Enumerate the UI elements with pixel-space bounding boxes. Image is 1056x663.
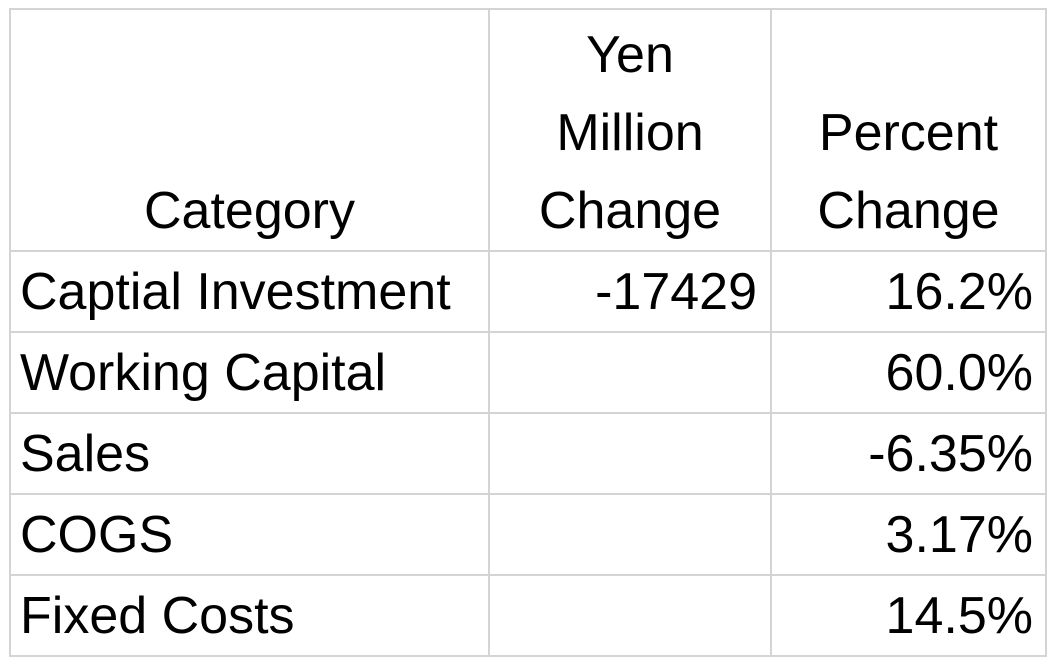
cell-percent-change[interactable]: 3.17%: [770, 493, 1047, 576]
table-row: Sales -6.35%: [9, 412, 1047, 495]
cell-percent-change[interactable]: 14.5%: [770, 574, 1047, 657]
category-text: Working Capital: [20, 344, 387, 402]
header-category-line: Category: [144, 182, 355, 240]
cell-category[interactable]: Sales: [9, 412, 490, 495]
header-cell-category[interactable]: Category: [9, 8, 490, 252]
category-text: Sales: [20, 425, 151, 483]
header-cell-percent-change[interactable]: Percent Change: [770, 8, 1047, 252]
header-cell-yen-million-change[interactable]: Yen Million Change: [488, 8, 772, 252]
table-row: Fixed Costs 14.5%: [9, 574, 1047, 657]
cell-percent-change[interactable]: -6.35%: [770, 412, 1047, 495]
cell-category[interactable]: COGS: [9, 493, 490, 576]
category-text: Captial Investment: [20, 263, 451, 321]
header-yen-line-3: Change: [538, 182, 722, 240]
category-text: Fixed Costs: [20, 587, 295, 645]
cell-category[interactable]: Captial Investment: [9, 250, 490, 333]
cell-percent-change[interactable]: 60.0%: [770, 331, 1047, 414]
cell-yen-million-change[interactable]: [488, 412, 772, 495]
header-percent-line-1: Percent: [818, 104, 999, 162]
cell-yen-million-change[interactable]: [488, 574, 772, 657]
header-row: Category Yen Million Change Percent Chan…: [9, 8, 1047, 252]
cell-yen-million-change[interactable]: [488, 493, 772, 576]
header-percent-line-2: Change: [817, 182, 1000, 240]
header-yen-line-1: Yen: [586, 26, 674, 84]
cell-yen-million-change[interactable]: [488, 331, 772, 414]
table-row: Captial Investment -17429 16.2%: [9, 250, 1047, 333]
header-yen-line-2: Million: [556, 104, 704, 162]
cell-category[interactable]: Working Capital: [9, 331, 490, 414]
table-row: Working Capital 60.0%: [9, 331, 1047, 414]
data-table: Category Yen Million Change Percent Chan…: [9, 8, 1047, 657]
cell-percent-change[interactable]: 16.2%: [770, 250, 1047, 333]
cell-category[interactable]: Fixed Costs: [9, 574, 490, 657]
table-row: COGS 3.17%: [9, 493, 1047, 576]
category-text: COGS: [20, 506, 174, 564]
cell-yen-million-change[interactable]: -17429: [488, 250, 772, 333]
